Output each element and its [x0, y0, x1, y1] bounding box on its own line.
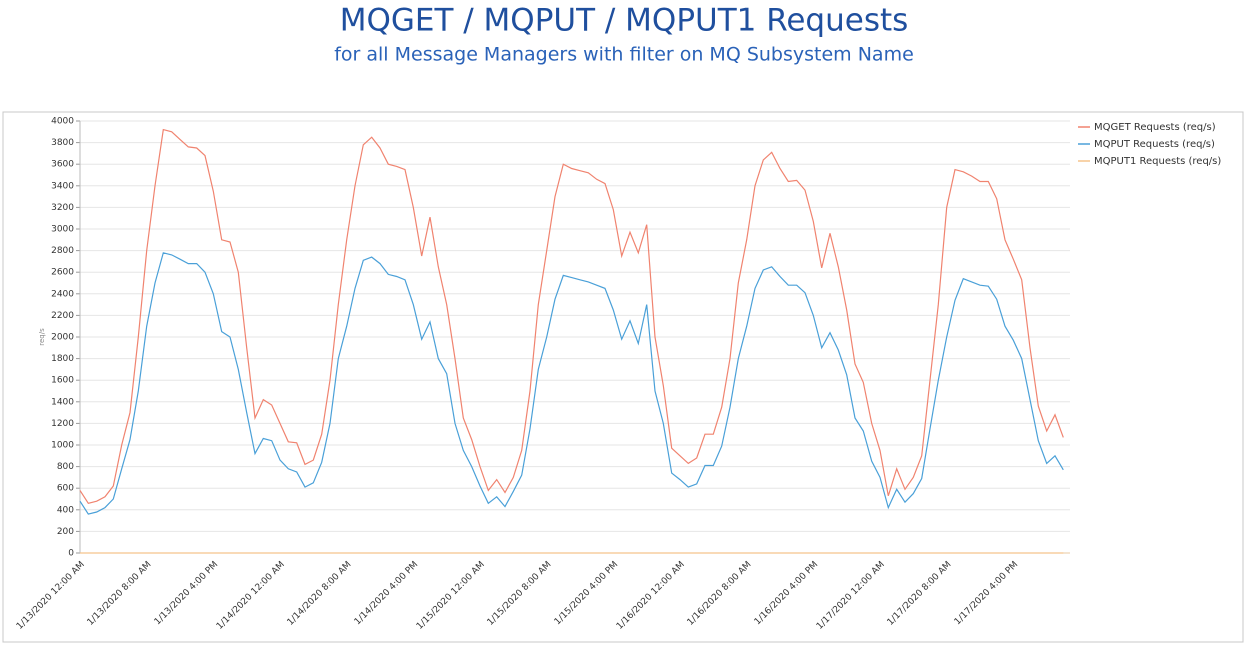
x-tick-label: 1/16/2020 12:00 AM	[615, 560, 687, 632]
y-tick-label: 1400	[51, 397, 74, 407]
x-tick-label: 1/14/2020 8:00 AM	[286, 560, 354, 628]
x-tick-label: 1/15/2020 8:00 AM	[486, 560, 554, 628]
series-line	[79, 252, 1064, 515]
y-axis-label: req/s	[38, 328, 46, 346]
series-line	[79, 128, 1064, 504]
y-tick-label: 2600	[51, 268, 74, 278]
y-tick-label: 3800	[51, 138, 74, 148]
y-tick-label: 400	[57, 505, 74, 515]
y-tick-label: 1600	[51, 376, 74, 386]
chart-subtitle: for all Message Managers with filter on …	[334, 44, 914, 66]
y-tick-label: 1800	[51, 354, 74, 364]
x-tick-label: 1/15/2020 12:00 AM	[415, 560, 487, 632]
y-tick-label: 1000	[51, 441, 74, 451]
y-tick-label: 4000	[51, 117, 74, 127]
legend-label: MQPUT1 Requests (req/s)	[1094, 156, 1221, 167]
y-tick-label: 2400	[51, 289, 74, 299]
chart-frame	[2, 111, 1244, 643]
y-tick-label: 1200	[51, 419, 74, 429]
x-tick-label: 1/14/2020 4:00 PM	[353, 560, 420, 627]
y-tick-label: 2800	[51, 246, 74, 256]
y-tick-label: 0	[68, 549, 74, 559]
x-tick-label: 1/17/2020 4:00 PM	[953, 560, 1020, 627]
x-tick-label: 1/17/2020 8:00 AM	[886, 560, 954, 628]
y-tick-label: 3400	[51, 181, 74, 191]
x-tick-label: 1/14/2020 12:00 AM	[215, 560, 287, 632]
y-tick-label: 3600	[51, 160, 74, 170]
y-tick-label: 2200	[51, 311, 74, 321]
x-tick-label: 1/16/2020 4:00 PM	[753, 560, 820, 627]
y-tick-label: 600	[57, 484, 74, 494]
y-tick-label: 800	[57, 462, 74, 472]
y-tick-label: 2000	[51, 333, 74, 343]
x-tick-label: 1/13/2020 12:00 AM	[15, 560, 87, 632]
x-tick-label: 1/13/2020 4:00 PM	[153, 560, 220, 627]
x-tick-label: 1/17/2020 12:00 AM	[815, 560, 887, 632]
x-tick-label: 1/13/2020 8:00 AM	[86, 560, 154, 628]
x-tick-label: 1/15/2020 4:00 PM	[553, 560, 620, 627]
legend-label: MQPUT Requests (req/s)	[1094, 139, 1215, 150]
legend-label: MQGET Requests (req/s)	[1094, 122, 1216, 133]
chart-title: MQGET / MQPUT / MQPUT1 Requests	[340, 3, 909, 39]
y-tick-label: 3200	[51, 203, 74, 213]
y-tick-label: 3000	[51, 225, 74, 235]
y-tick-label: 200	[57, 527, 74, 537]
x-tick-label: 1/16/2020 8:00 AM	[686, 560, 754, 628]
